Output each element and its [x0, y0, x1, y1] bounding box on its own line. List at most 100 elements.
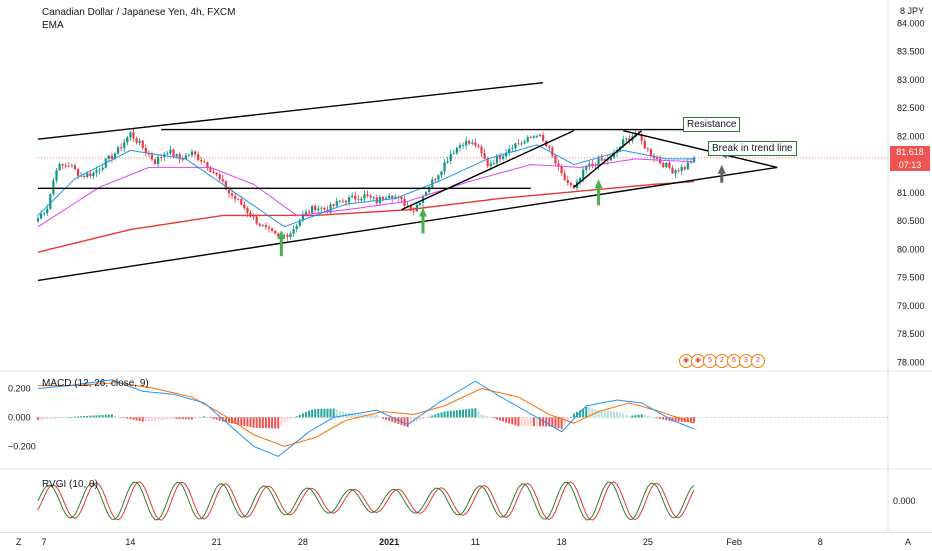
candle-up [329, 204, 332, 213]
candle-down [569, 182, 572, 186]
macd-hist-bar [335, 409, 338, 418]
countdown-tag: 07:13 [890, 159, 930, 171]
macd-hist-bar [209, 417, 212, 419]
candle-up [107, 155, 110, 159]
candle-up [169, 149, 172, 154]
macd-hist-bar [557, 417, 560, 429]
macd-hist-bar [680, 417, 683, 422]
macd-hist-bar [588, 407, 591, 418]
auto-scale-button[interactable]: A [905, 537, 912, 547]
arrow-up-icon [277, 230, 286, 240]
time-tick-label: 14 [125, 537, 136, 547]
macd-hist-bar [314, 408, 317, 418]
candle-up [532, 136, 535, 138]
macd-pane[interactable]: 0.200 0.000 −0.200 MACD (12, 26, close, 9) [0, 372, 932, 470]
event-count[interactable]: 5 [703, 354, 717, 368]
price-pane[interactable]: 78.000 78.500 79.000 79.500 80.000 80.500 81.0… [0, 0, 932, 372]
candle-down [366, 194, 369, 196]
macd-hist-bar [415, 417, 418, 422]
macd-hist-bar [418, 417, 421, 421]
macd-hist-bar [141, 417, 144, 422]
macd-hist-bar [409, 417, 412, 425]
arrow-up-shaft [720, 172, 724, 183]
macd-chart[interactable]: 0.200 0.000 −0.200 [0, 372, 932, 470]
macd-hist-bar [283, 417, 286, 423]
candle-down [120, 147, 123, 149]
trend-line-lower-channel [37, 166, 778, 282]
trend-line-rising-line-1 [401, 130, 575, 211]
candle-down [341, 200, 345, 202]
macd-hist-bar [569, 417, 572, 418]
macd-hist-bar [237, 417, 240, 425]
macd-title: MACD (12, 26, close, 9) [42, 378, 149, 389]
rvgi-pane[interactable]: 0.000 RVGI (10, 0) [0, 470, 932, 532]
candle-down [193, 151, 197, 155]
break-note[interactable]: Break in trend line [708, 141, 797, 156]
macd-hist-bar [634, 415, 637, 418]
candle-down [498, 155, 502, 159]
macd-hist-bar [298, 414, 301, 418]
arrow-up-icon [419, 207, 427, 217]
time-axis[interactable]: Z A 7 14 21 28 2021 11 18 25 Feb 8 [0, 532, 932, 551]
candle-down [542, 135, 545, 141]
candle-down [206, 162, 209, 169]
macd-hist-bar [224, 417, 227, 423]
macd-hist-bar [572, 413, 575, 418]
candle-up [449, 153, 452, 162]
macd-hist-bar [499, 417, 501, 421]
macd-hist-bar [631, 415, 634, 418]
macd-hist-bar [649, 416, 652, 418]
macd-hist-bar [268, 417, 270, 429]
macd-hist-bar [147, 417, 150, 422]
candle-up [443, 162, 446, 172]
trend-line-upper-channel [37, 81, 544, 140]
macd-hist-bar [437, 413, 440, 418]
candle-down [67, 165, 70, 167]
macd-hist-bar [126, 417, 129, 419]
resistance-note[interactable]: Resistance [683, 117, 741, 132]
macd-hist-bar [616, 411, 619, 418]
candle-up [455, 147, 458, 154]
candle-down [434, 179, 437, 181]
candle-down [551, 147, 554, 156]
macd-hist-bar [258, 417, 261, 428]
currency-label: 8 JPY [900, 6, 924, 16]
candle-down [662, 163, 665, 168]
event-count[interactable]: 2 [751, 354, 765, 368]
candle-up [311, 205, 314, 213]
rvgi-chart[interactable]: 0.000 [0, 470, 932, 532]
timezone-button[interactable]: Z [16, 537, 22, 547]
macd-hist-bar [212, 417, 215, 419]
candle-down [529, 137, 532, 138]
price-chart[interactable]: 78.000 78.500 79.000 79.500 80.000 80.500 81.0… [0, 0, 932, 372]
candle-down [600, 158, 603, 161]
macd-hist-bar [625, 414, 628, 418]
macd-hist-bar [95, 415, 98, 418]
candle-up [55, 170, 58, 181]
candle-down [640, 134, 643, 141]
candle-up [129, 132, 132, 138]
macd-hist-bar [449, 410, 452, 418]
macd-hist-bar [104, 414, 107, 418]
macd-hist-bar [662, 417, 665, 420]
symbol-title: Canadian Dollar / Japanese Yen, 4h, FXCM [42, 7, 236, 18]
candle-up [39, 214, 43, 219]
candle-down [483, 153, 486, 159]
macd-hist-bar [400, 417, 403, 425]
arrow-up-shaft [421, 215, 425, 234]
candle-up [578, 178, 582, 182]
candle-up [95, 170, 98, 173]
macd-hist-bar [163, 417, 166, 420]
macd-hist-bar [107, 414, 110, 418]
time-tick-label: 18 [556, 537, 567, 547]
macd-hist-bar [86, 415, 89, 418]
time-tick-label: 2021 [379, 537, 400, 547]
macd-hist-bar [83, 416, 86, 418]
macd-hist-bar [440, 412, 443, 418]
candle-up [588, 163, 591, 167]
macd-hist-bar [653, 417, 655, 418]
macd-hist-bar [502, 417, 505, 422]
candle-down [548, 146, 551, 148]
candle-down [135, 138, 138, 143]
scale-mode[interactable]: 8 [900, 6, 906, 16]
